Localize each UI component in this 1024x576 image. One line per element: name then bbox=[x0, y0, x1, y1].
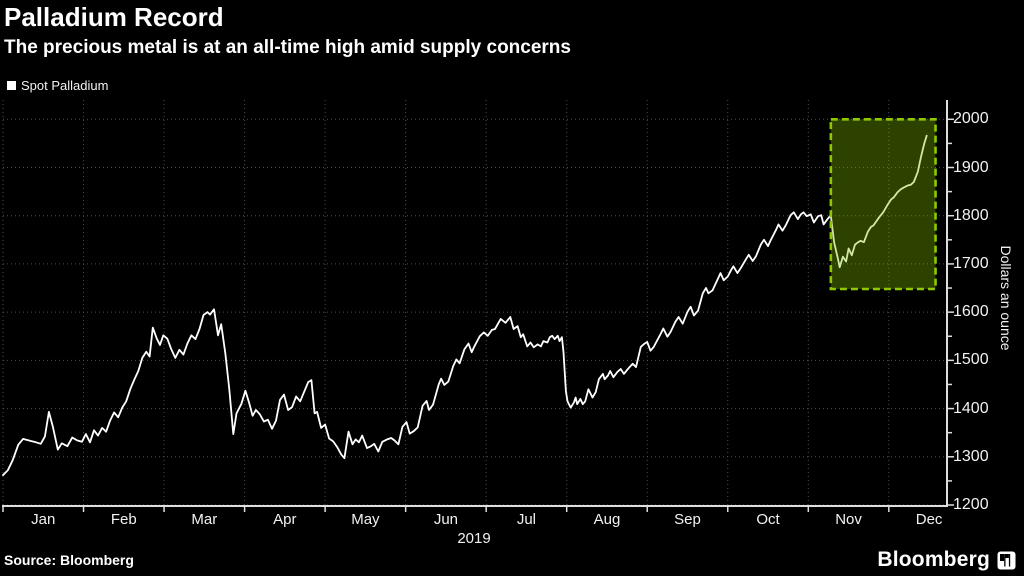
y-tick-label: 1200 bbox=[953, 496, 989, 513]
page-title: Palladium Record bbox=[4, 2, 224, 32]
y-tick-label: 1400 bbox=[953, 399, 989, 417]
y-tick-label: 1900 bbox=[953, 158, 989, 176]
y-tick-label: 1600 bbox=[953, 303, 989, 321]
highlight-region bbox=[830, 119, 936, 290]
x-tick-label: Apr bbox=[273, 511, 297, 528]
y-tick-label: 1800 bbox=[953, 206, 989, 224]
x-tick-label: Nov bbox=[835, 511, 862, 528]
bloomberg-wordmark: Bloomberg bbox=[877, 548, 990, 571]
y-axis-title: Dollars an ounce bbox=[998, 245, 1014, 351]
y-tick-label: 1700 bbox=[953, 254, 989, 272]
x-tick-label: Feb bbox=[110, 511, 137, 528]
legend-label: Spot Palladium bbox=[21, 78, 109, 93]
highlight-region-border bbox=[829, 117, 937, 291]
y-tick-label: 1300 bbox=[953, 447, 989, 465]
source-credit: Source: Bloomberg bbox=[4, 552, 134, 568]
chart-subtitle: The precious metal is at an all-time hig… bbox=[4, 37, 571, 58]
x-tick-label: Jul bbox=[516, 511, 537, 528]
brand-footer: Bloomberg bbox=[877, 548, 1016, 572]
x-tick-label: Dec bbox=[915, 511, 943, 528]
price-line bbox=[2, 134, 928, 477]
legend: Spot Palladium bbox=[7, 78, 108, 93]
bloomberg-logo-icon bbox=[997, 551, 1016, 569]
y-tick-label: 2000 bbox=[953, 110, 989, 128]
x-tick-label: Mar bbox=[191, 511, 218, 528]
x-tick-label: Jan bbox=[31, 511, 56, 528]
y-tick-label: 1500 bbox=[953, 351, 989, 369]
x-tick-label: Aug bbox=[593, 511, 621, 528]
x-tick-label: Sep bbox=[674, 511, 701, 528]
x-axis-year-label: 2019 bbox=[457, 530, 491, 547]
x-tick-label: Jun bbox=[433, 511, 458, 528]
x-tick-label: May bbox=[351, 511, 380, 528]
legend-swatch-icon bbox=[7, 81, 16, 90]
x-tick-label: Oct bbox=[756, 511, 780, 528]
